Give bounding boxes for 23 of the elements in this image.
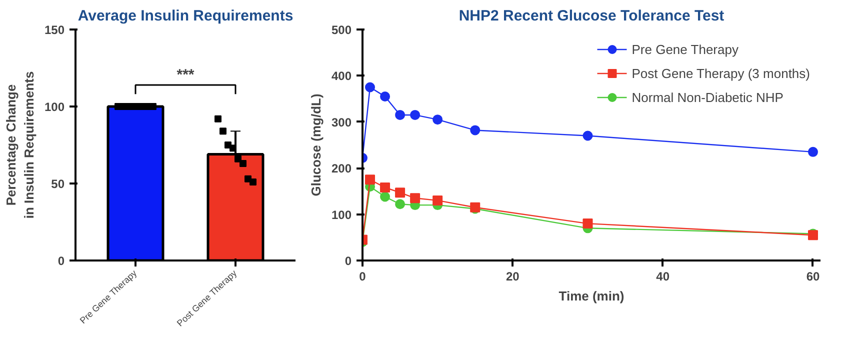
y-axis-title: Percentage Change in Insulin Requirements: [3, 71, 36, 219]
y-tick-label: 0: [58, 254, 65, 268]
y-axis-title: Glucose (mg/dL): [308, 94, 324, 196]
x-tick-label: 60: [806, 270, 820, 284]
annotation: ***: [176, 66, 194, 84]
y-tick-label: 0: [344, 254, 352, 268]
y-tick-label: 100: [44, 100, 65, 114]
legend-label: Normal Non-Diabetic NHP: [632, 90, 784, 104]
y-tick-label: 300: [331, 115, 352, 130]
legend-label: Post Gene Therapy (3 months): [632, 66, 810, 80]
y-tick-label: 50: [51, 177, 65, 191]
x-tick-label: 20: [506, 270, 520, 284]
y-tick-label: 500: [331, 23, 352, 37]
y-tick-label: 400: [331, 69, 352, 84]
y-tick-label: 200: [331, 162, 352, 176]
x-tick-label: 40: [656, 270, 670, 284]
y-tick-label: 100: [331, 208, 352, 222]
x-axis-title: Time (min): [558, 288, 624, 304]
x-tick-label: 0: [359, 270, 366, 284]
legend-label: Pre Gene Therapy: [632, 42, 738, 56]
chart-title: NHP2 Recent Glucose Tolerance Test: [458, 8, 724, 24]
y-tick-label: 150: [44, 23, 65, 37]
chart-title: Average Insulin Requirements: [78, 8, 294, 24]
